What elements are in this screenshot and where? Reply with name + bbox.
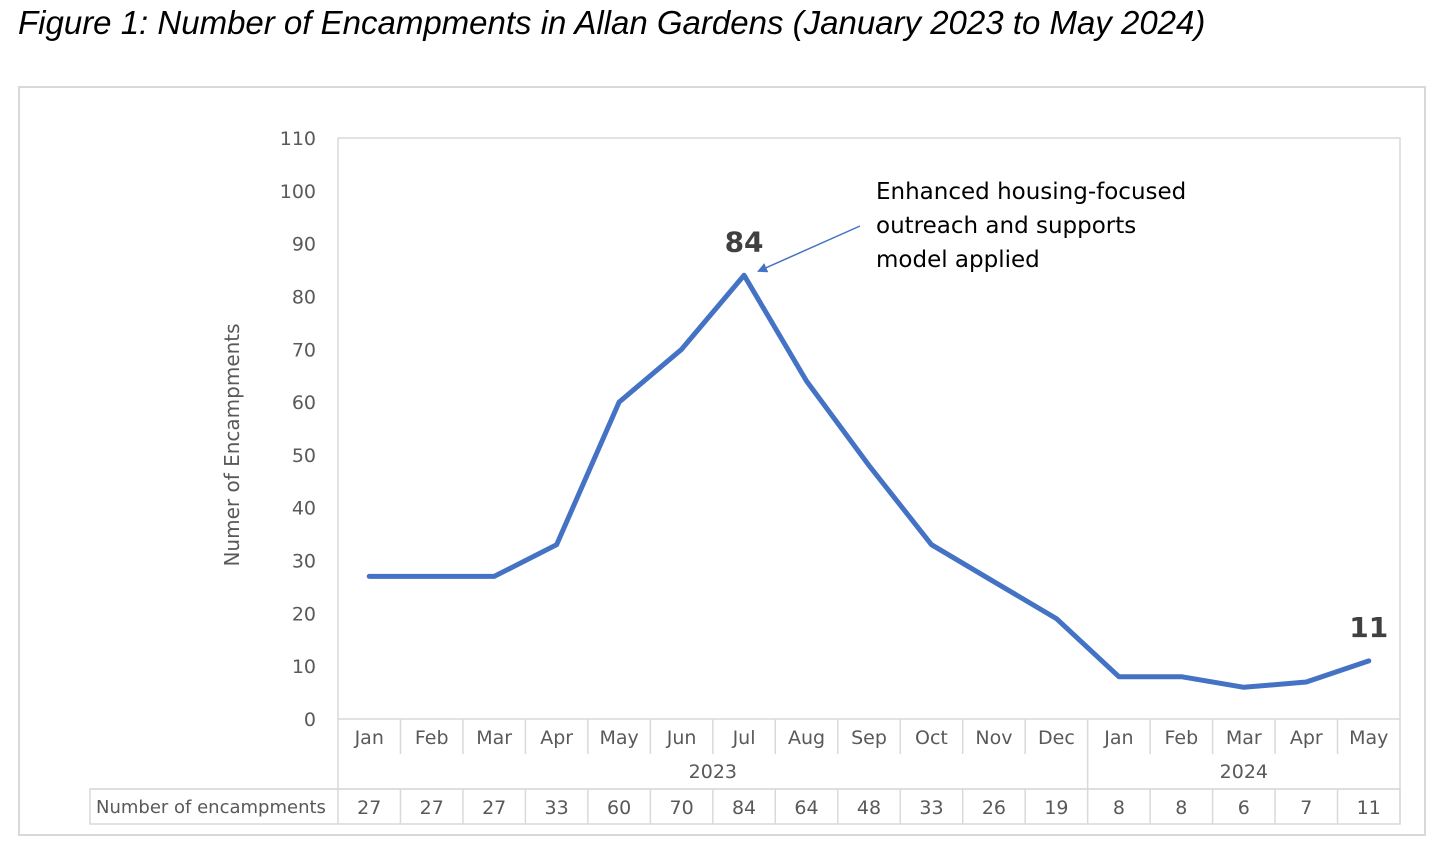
data-table-cell: 8 — [1113, 797, 1125, 819]
annotation-text-line: Enhanced housing-focused — [876, 179, 1186, 205]
y-tick-label: 100 — [280, 181, 316, 203]
y-tick-label: 110 — [280, 128, 316, 150]
data-table-cell: 27 — [482, 797, 506, 819]
x-tick-label: Apr — [540, 727, 573, 749]
x-tick-label: Mar — [1226, 727, 1262, 749]
annotation-arrow — [757, 225, 861, 273]
y-tick-label: 80 — [292, 286, 316, 308]
y-tick-label: 40 — [292, 498, 316, 520]
data-table-cell: 48 — [857, 797, 881, 819]
annotation-text-line: model applied — [876, 247, 1040, 273]
x-tick-label: Jan — [354, 727, 384, 749]
labels-layer: 84 11 Enhanced housing-focused outreach and… — [725, 179, 1389, 644]
y-tick-label: 20 — [292, 603, 316, 625]
x-tick-label: Nov — [975, 727, 1012, 749]
x-tick-label: Jun — [666, 727, 697, 749]
series-line-number-of-encampments — [366, 272, 1372, 690]
data-table-cell: 33 — [545, 797, 569, 819]
data-table-cell: 33 — [919, 797, 943, 819]
data-label-value: 84 — [725, 225, 764, 258]
series-layer — [366, 272, 1372, 690]
x-tick-label: Jan — [1103, 727, 1133, 749]
data-table-cell: 26 — [982, 797, 1006, 819]
year-label: 2024 — [1220, 761, 1268, 783]
y-tick-label: 60 — [292, 392, 316, 414]
y-tick-label: 50 — [292, 445, 316, 467]
data-table-cell: 6 — [1238, 797, 1250, 819]
data-label-value: 11 — [1349, 611, 1388, 644]
data-table-row-label: Number of encampments — [96, 797, 326, 818]
y-axis-title: Numer of Encampments — [220, 323, 244, 566]
chart-frame — [18, 86, 1426, 836]
x-tick-label: Aug — [788, 727, 825, 749]
x-tick-label: Apr — [1290, 727, 1323, 749]
data-table-cell: 27 — [420, 797, 444, 819]
x-tick-label: Dec — [1038, 727, 1075, 749]
x-tick-label: Jul — [732, 727, 756, 749]
x-tick-label: May — [599, 727, 638, 749]
axes-layer: 0 10 20 30 40 50 60 70 80 90 100 110 Numer of Encamp… — [89, 128, 1401, 825]
data-table-cell: 11 — [1357, 797, 1381, 819]
data-table-cell: 60 — [607, 797, 631, 819]
year-label: 2023 — [689, 761, 737, 783]
x-tick-label: Oct — [915, 727, 948, 749]
y-tick-label: 30 — [292, 551, 316, 573]
y-tick-label: 0 — [304, 709, 316, 731]
x-tick-label: Mar — [476, 727, 512, 749]
y-tick-label: 70 — [292, 339, 316, 361]
y-tick-label: 90 — [292, 234, 316, 256]
data-table-cell: 70 — [669, 797, 693, 819]
y-tick-label: 10 — [292, 656, 316, 678]
figure-title: Figure 1: Number of Encampments in Allan… — [18, 4, 1206, 41]
data-table-cell: 27 — [357, 797, 381, 819]
annotation-text-line: outreach and supports — [876, 213, 1136, 239]
x-tick-label: Feb — [415, 727, 449, 749]
data-table-cell: 19 — [1044, 797, 1068, 819]
plot-area-border — [337, 137, 1401, 720]
data-table-cell: 7 — [1300, 797, 1312, 819]
data-table-cell: 8 — [1175, 797, 1187, 819]
x-tick-label: May — [1349, 727, 1388, 749]
data-table-cell: 64 — [794, 797, 818, 819]
x-tick-label: Sep — [851, 727, 887, 749]
data-table-cell: 84 — [732, 797, 756, 819]
x-tick-label: Feb — [1165, 727, 1199, 749]
